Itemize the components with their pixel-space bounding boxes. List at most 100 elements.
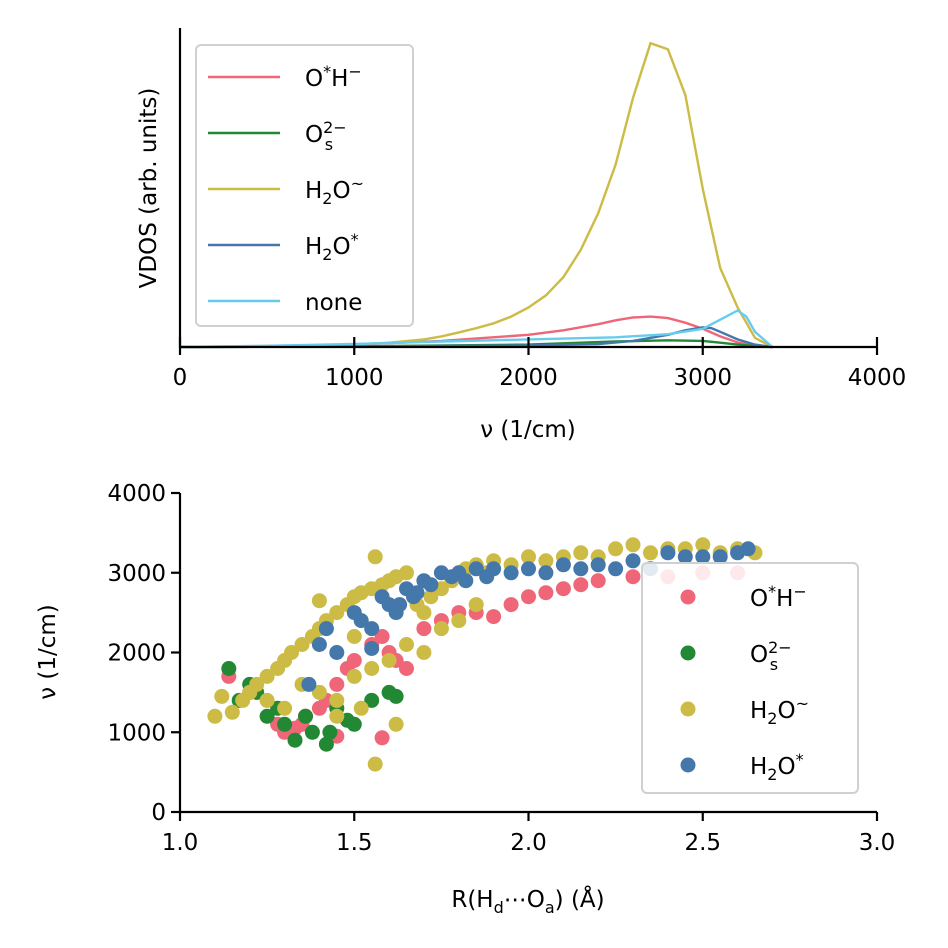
vdos-x-tick-label: 4000	[848, 365, 907, 391]
scatter-point	[367, 756, 383, 772]
scatter-point	[677, 549, 693, 565]
vdos-y-axis-label: VDOS (arb. units)	[136, 88, 162, 289]
scatter-point	[399, 637, 414, 652]
vdos-legend-label-3: H2O*	[305, 230, 359, 264]
scatter-point	[643, 545, 658, 561]
scatter-legend-marker-2	[680, 701, 696, 717]
legend-label-sub: 2	[767, 765, 777, 784]
scatter-point	[329, 708, 345, 724]
scatter-point	[486, 561, 502, 577]
scatter-x-tick-label: 2.5	[684, 830, 721, 856]
scatter-point	[364, 661, 380, 676]
scatter-point	[423, 589, 439, 605]
scatter-point	[242, 684, 258, 700]
scatter-series-h2o	[301, 541, 756, 692]
scatter-point	[433, 621, 449, 637]
scatter-point	[399, 565, 414, 581]
scatter-point	[294, 637, 310, 652]
legend-label-sub: 2	[322, 189, 332, 208]
legend-label-main: O	[305, 122, 323, 148]
scatter-point	[346, 716, 362, 732]
legend-label-mid: H	[776, 586, 793, 612]
scatter-point	[608, 561, 624, 577]
scatter-point	[399, 661, 414, 676]
scatter-point	[364, 641, 380, 656]
scatter-point	[353, 700, 369, 716]
scatter-point	[573, 561, 589, 577]
legend-label-sup: *	[796, 750, 804, 769]
legend-label-main: O	[750, 642, 768, 668]
vdos-legend-box	[195, 44, 414, 327]
scatter-y-tick-label: 3000	[107, 561, 166, 587]
legend-label-main: O	[750, 586, 768, 612]
scatter-legend-marker-0	[680, 589, 696, 605]
scatter-point	[521, 589, 536, 605]
legend-label-sup: 2−	[323, 118, 347, 137]
scatter-point	[214, 688, 230, 704]
scatter-y-axis-label: ν (1/cm)	[35, 604, 61, 700]
scatter-point	[311, 684, 327, 700]
scatter-point	[503, 597, 519, 613]
scatter-point	[259, 692, 275, 708]
scatter-point	[346, 629, 362, 644]
scatter-point	[468, 561, 484, 577]
scatter-point	[416, 605, 432, 621]
scatter-point	[284, 645, 299, 660]
scatter-point	[468, 597, 484, 613]
scatter-point	[318, 621, 334, 637]
scatter-legend-box	[641, 562, 859, 794]
scatter-point	[277, 716, 293, 732]
scatter-points-group	[207, 537, 763, 772]
legend-label-sub: s	[770, 655, 778, 674]
legend-label-sup: −	[793, 582, 806, 601]
scatter-point	[207, 708, 223, 724]
scatter-ticks: 1.0 1.5 2.0 2.5 3.0 0 1000 2000 3000 4000	[107, 481, 895, 856]
scatter-point	[259, 668, 275, 684]
vdos-x-ticks: 0 1000 2000 3000 4000	[173, 337, 907, 391]
scatter-point	[364, 692, 380, 708]
scatter-point	[353, 613, 369, 629]
scatter-x-tick-label: 2.0	[510, 830, 547, 856]
scatter-point	[311, 637, 327, 652]
scatter-point	[538, 565, 554, 581]
scatter-point	[277, 700, 293, 716]
scatter-point	[451, 613, 467, 629]
vdos-x-tick-label: 2000	[499, 365, 558, 391]
vdos-x-tick-label: 0	[173, 365, 188, 391]
scatter-legend-label-0: O*H−	[750, 582, 807, 612]
scatter-point	[388, 716, 404, 732]
scatter-point	[555, 557, 571, 573]
vdos-legend-label-1: O2− s	[305, 118, 347, 154]
legend-label-sup: ~	[796, 694, 809, 713]
legend-label-sup: *	[351, 230, 359, 249]
scatter-point	[538, 585, 554, 601]
scatter-legend-marker-1	[680, 645, 696, 661]
legend-label-mid: H	[331, 66, 348, 92]
legend-label-main: H	[305, 234, 322, 260]
legend-label-mid: O	[777, 754, 795, 780]
scatter-y-tick-label: 1000	[107, 720, 166, 746]
legend-label-sup: *	[768, 582, 776, 601]
scatter-point	[311, 593, 327, 609]
legend-label-main: H	[750, 754, 767, 780]
scatter-point	[301, 676, 317, 692]
legend-label-main: none	[305, 290, 362, 316]
scatter-point	[287, 732, 303, 748]
legend-label-mid: O	[332, 178, 350, 204]
scatter-x-tick-label: 1.0	[162, 830, 199, 856]
scatter-point	[555, 581, 571, 597]
scatter-panel: 1.0 1.5 2.0 2.5 3.0 0 1000 2000 3000 4000 ν (1/cm…	[35, 481, 895, 917]
scatter-point	[573, 577, 589, 593]
scatter-point	[329, 645, 345, 660]
scatter-legend-label-2: H2O~	[750, 694, 809, 728]
legend-label-sup: ~	[351, 174, 364, 193]
scatter-point	[416, 645, 432, 660]
scatter-point	[503, 565, 519, 581]
scatter-point	[374, 730, 390, 746]
scatter-x-label-sub-a: a	[545, 898, 555, 917]
scatter-point	[392, 597, 408, 613]
scatter-point	[590, 557, 606, 573]
